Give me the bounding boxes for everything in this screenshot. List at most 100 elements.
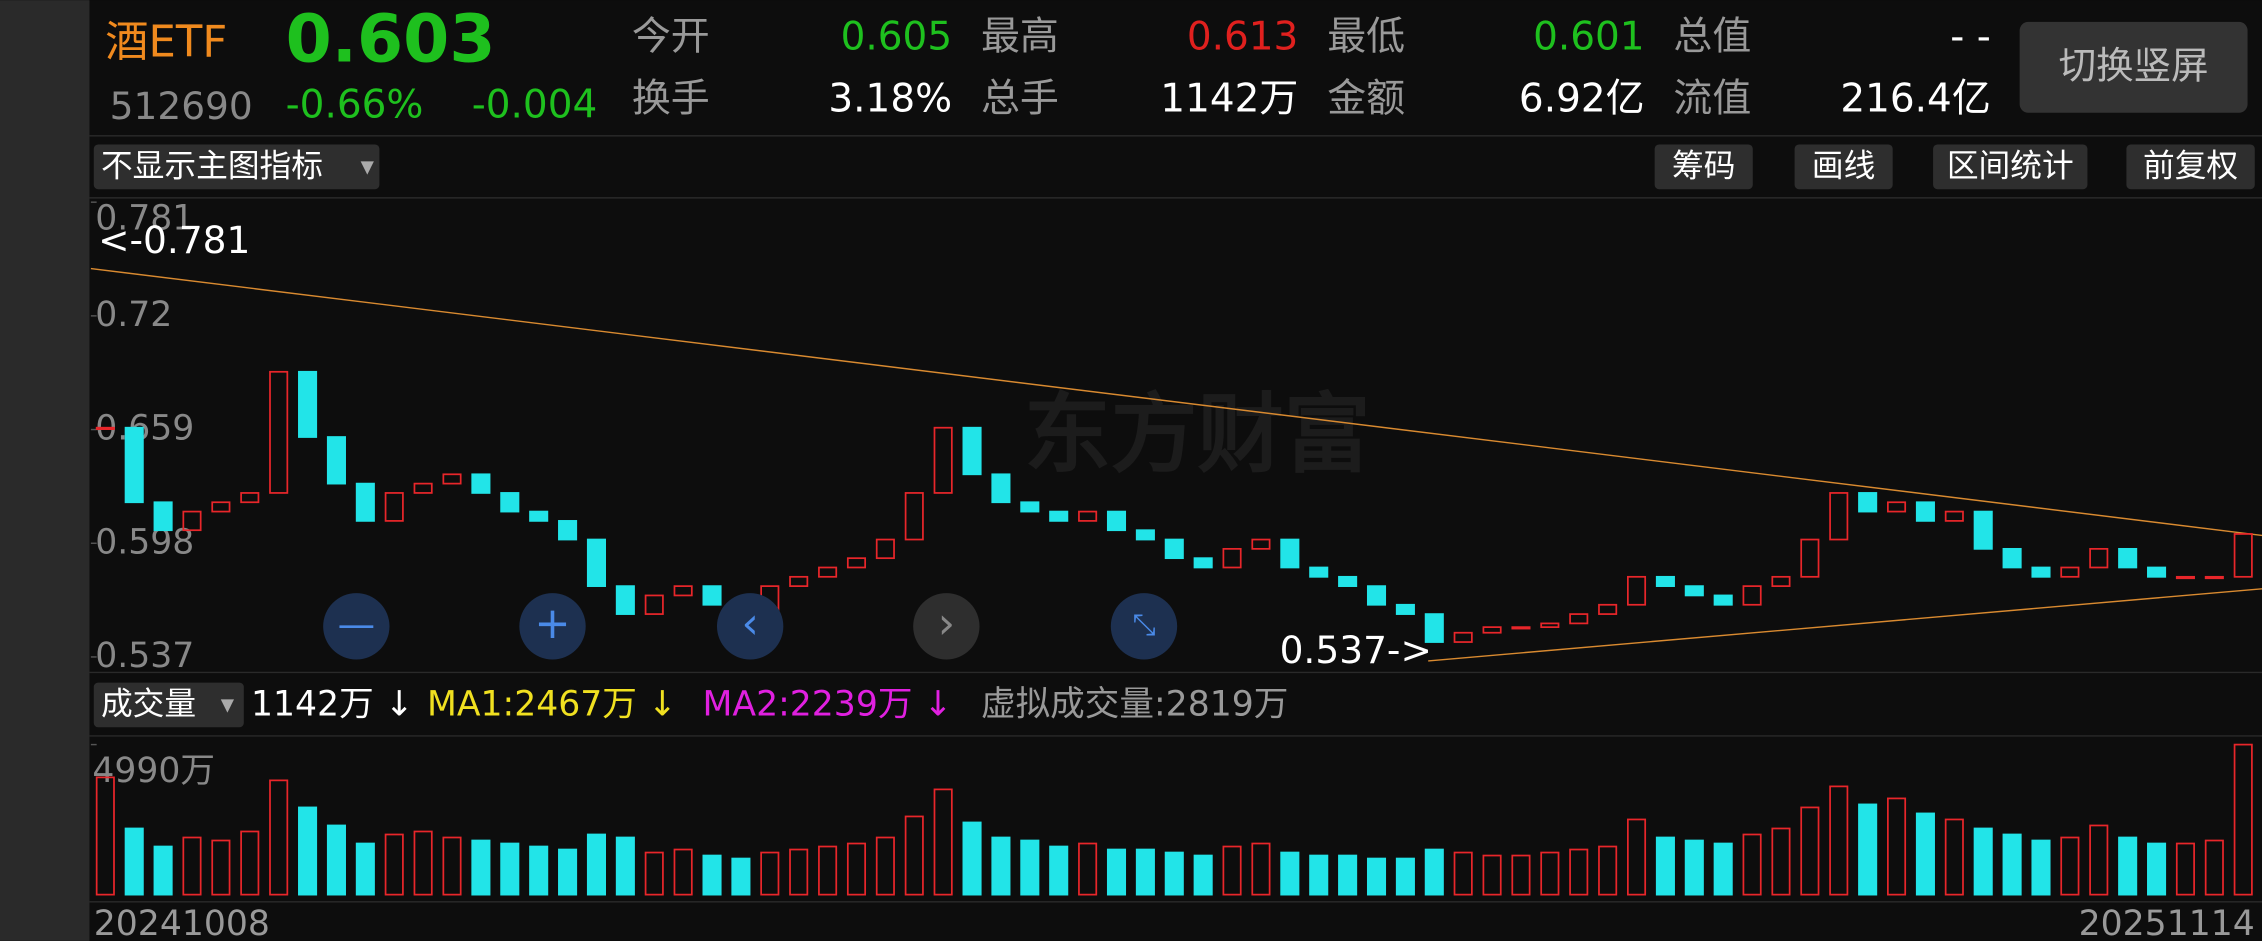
candle [1540,622,1560,628]
toolbar-button-bg[interactable] [2126,144,2255,190]
toolbar-button-bg[interactable] [1654,144,1753,190]
volume-bar [1684,839,1704,896]
toolbar-button[interactable]: 筹码 [1672,149,1735,185]
volume-bar [124,827,144,896]
toolbar-button[interactable]: 画线 [1812,149,1875,185]
candle [1973,510,1993,550]
stat-label: 今开 [632,15,710,60]
volume-bar [644,851,664,896]
candle [2002,547,2022,569]
candle [1655,575,1675,587]
stat-value: 1142万 [1160,77,1298,122]
low-annotation: 0.537-> [1280,628,1432,672]
toolbar: 筹码 画线 区间统计 前复权 [1654,144,2255,190]
volume-select[interactable]: 成交量 [101,687,196,723]
stat-label: 金额 [1327,77,1405,122]
volume-bar [1020,839,1040,896]
candle [1338,575,1358,587]
volume-bar [1858,803,1878,896]
volume-bar [1771,827,1791,896]
volume-bar [962,821,982,896]
volume-bar [1829,785,1849,896]
change-pct: -0.66% [286,82,424,127]
candle [558,520,578,541]
candle [1193,557,1213,569]
stat-value: - - [1950,15,1990,60]
stat-value: 0.605 [841,15,952,60]
stat-label: 总值 [1673,15,1751,60]
volume-bar [1713,842,1733,896]
volume-bar [2031,839,2051,896]
candle [211,501,231,513]
candle [1887,501,1907,513]
y-tick-label: 0.537 [95,636,194,676]
volume-bar [471,839,491,896]
price: 0.603 [286,0,496,78]
candle [1944,510,1964,522]
volume-bar [2233,743,2253,896]
candle [500,492,520,513]
y-tick-label: 0.598 [95,522,194,562]
candle [1106,510,1127,532]
candle [1395,603,1415,615]
prev[interactable] [716,593,784,660]
candle [298,370,318,438]
volume-bar [875,836,895,896]
trend-lines [90,267,2262,662]
next[interactable] [913,593,980,660]
indicator-select[interactable]: 不显示主图指标 [101,149,323,185]
ma1: MA1:2467万 ↓ [427,685,677,725]
candle [1222,547,1242,569]
volume-bar [2175,842,2195,896]
volume-bar [211,839,231,896]
candle [1511,626,1531,630]
volume-bar [1251,842,1271,896]
separators [89,135,2262,903]
switch-button-bg[interactable] [2019,21,2248,113]
volume-bar [2204,839,2224,896]
candle [2089,547,2109,569]
volume-bar [182,836,202,896]
candle [124,426,144,504]
zoom-out[interactable] [323,593,390,660]
volume-bar [442,836,462,896]
candle [789,575,809,587]
toolbar-button-bg[interactable] [1933,144,2088,190]
toolbar-button[interactable]: 区间统计 [1947,149,2074,185]
toolbar-button-bg[interactable] [1794,144,1893,190]
candle [1771,575,1791,587]
volume-bar [1655,836,1675,896]
candle [240,492,260,504]
candle [673,585,693,597]
stat-value: 216.4亿 [1840,77,1990,122]
reset[interactable] [1110,593,1178,660]
indicator-select-bg[interactable] [93,144,380,190]
volume-bar [269,779,289,896]
icon: ‹ [741,599,758,649]
candle [933,426,953,494]
left-strip [0,0,90,941]
volume-bar [298,806,318,896]
volume-bar [2147,842,2167,896]
volume-bar [991,836,1011,896]
volume-bar [702,854,722,896]
candle [1713,594,1733,606]
candle [442,473,462,485]
volume-bar [529,845,549,896]
volume-bar [1395,857,1415,896]
toolbar-button[interactable]: 前复权 [2143,149,2238,185]
candle [644,594,664,615]
zoom-in[interactable] [519,593,586,660]
icon: › [938,599,955,649]
volume-select-bg[interactable] [93,682,244,728]
volume-bar [1078,842,1098,896]
volume-bar [818,845,838,896]
candle [2118,547,2138,569]
switch-button[interactable]: 切换竖屏 [2059,44,2209,88]
stat-label: 流值 [1673,77,1751,122]
candle [1280,538,1300,569]
volume-bar [1800,806,1820,896]
volume-bar [1135,848,1155,896]
